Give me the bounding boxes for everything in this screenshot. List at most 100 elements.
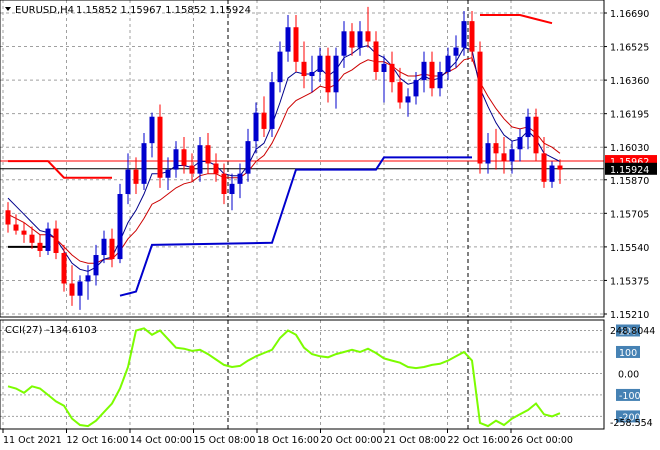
- candle-body: [253, 112, 259, 142]
- candle: [397, 67, 403, 109]
- candle-body: [421, 61, 427, 81]
- price-tick-label: 1.15540: [610, 243, 649, 254]
- candle: [373, 31, 379, 81]
- cci-level-label: 100: [619, 348, 637, 359]
- candle: [541, 137, 547, 188]
- cci-level-label: -100: [619, 391, 641, 402]
- price-tick-label: 1.15375: [610, 276, 649, 287]
- candle-body: [525, 116, 531, 138]
- candle: [485, 132, 491, 174]
- candle-body: [533, 116, 539, 154]
- cci-level-box: [616, 388, 640, 401]
- candle-body: [341, 31, 347, 56]
- candle-body: [181, 149, 187, 166]
- candle: [461, 10, 467, 56]
- price-tick-label: 1.16195: [610, 110, 649, 121]
- candle-body: [477, 51, 483, 164]
- candle: [517, 128, 523, 162]
- candle-body: [13, 224, 19, 231]
- candle-body: [245, 141, 251, 174]
- candle: [261, 96, 267, 138]
- candle-body: [549, 165, 555, 182]
- candle: [493, 128, 499, 170]
- price-tick-label: 1.16360: [610, 76, 649, 87]
- candle-body: [69, 283, 75, 296]
- candle-body: [237, 173, 243, 184]
- candle-body: [501, 153, 507, 162]
- candle-body: [101, 238, 107, 256]
- fast-ma-line: [7, 44, 561, 272]
- time-tick-label: 18 Oct 16:00: [257, 435, 319, 446]
- candle: [501, 137, 507, 174]
- candle: [429, 51, 435, 97]
- resistance-step-line: [480, 14, 553, 25]
- candle-body: [53, 228, 59, 253]
- candle: [197, 137, 203, 182]
- cci-level-label: -200: [619, 412, 641, 423]
- symbol-label: EURUSD,H4: [15, 5, 74, 16]
- resistance-step-line: [8, 160, 112, 179]
- candle-body: [509, 149, 515, 162]
- candle: [101, 230, 107, 264]
- candle-body: [261, 112, 267, 129]
- candle: [141, 132, 147, 190]
- dropdown-triangle-icon[interactable]: [5, 7, 11, 11]
- price-tag-box: [605, 162, 657, 175]
- candle: [421, 51, 427, 93]
- candle: [381, 55, 387, 103]
- cci-pane[interactable]: [0, 319, 605, 430]
- candle-body: [37, 242, 43, 251]
- price-tick-label: 1.16525: [610, 43, 649, 54]
- price-tick-label: 1.15870: [610, 176, 649, 187]
- candle: [77, 275, 83, 310]
- candle: [285, 15, 291, 62]
- candle-body: [437, 71, 443, 89]
- candle: [277, 41, 283, 93]
- candle: [389, 51, 395, 93]
- candle-body: [325, 55, 331, 93]
- time-tick-label: 12 Oct 16:00: [67, 435, 129, 446]
- cci-level-label: 0.00: [618, 369, 639, 380]
- candle: [37, 234, 43, 258]
- candle-body: [349, 31, 355, 48]
- candle-body: [429, 61, 435, 89]
- candle: [525, 108, 531, 150]
- candle: [173, 141, 179, 178]
- candle-body: [157, 116, 163, 178]
- candle-body: [333, 55, 339, 93]
- candle: [5, 202, 11, 233]
- candle: [245, 128, 251, 182]
- price-tick-label: 1.16690: [610, 9, 649, 20]
- candle: [237, 163, 243, 199]
- candle-body: [445, 55, 451, 72]
- candle-body: [357, 31, 363, 48]
- time-tick-label: 15 Oct 08:00: [194, 435, 256, 446]
- candle: [469, 10, 475, 62]
- price-grid: [0, 0, 604, 317]
- price-pane-border: [0, 0, 605, 318]
- candle-body: [301, 61, 307, 77]
- candle-body: [229, 183, 235, 195]
- price-pane[interactable]: [0, 0, 605, 318]
- candle-body: [485, 143, 491, 164]
- candle: [453, 35, 459, 68]
- price-tick-label: 1.16030: [610, 143, 649, 154]
- candle-body: [405, 96, 411, 103]
- cci-level-label: 200: [619, 326, 637, 337]
- candle-body: [493, 143, 499, 154]
- candle-body: [365, 31, 371, 42]
- candle-body: [205, 145, 211, 164]
- candle-body: [413, 80, 419, 97]
- candle: [317, 47, 323, 83]
- candle-body: [77, 281, 83, 296]
- candle: [133, 157, 139, 195]
- candle-body: [213, 163, 219, 174]
- cci-min-label: -258.554: [610, 418, 653, 429]
- candle-body: [269, 82, 275, 129]
- candle-body: [293, 27, 299, 62]
- candle-body: [381, 63, 387, 72]
- candle-body: [277, 51, 283, 83]
- candle-body: [541, 153, 547, 182]
- cci-pane-border: [0, 319, 605, 430]
